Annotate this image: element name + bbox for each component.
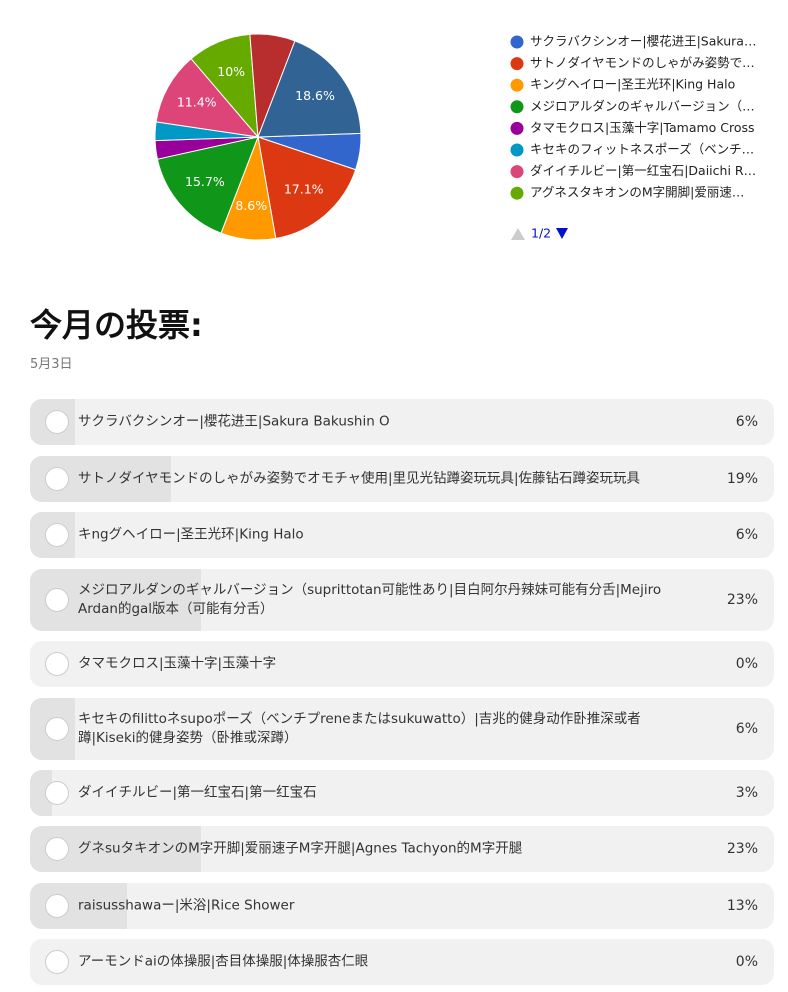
option-text: アーモンドaiの体操服|杏目体操服|体操服杏仁眼 [78, 953, 369, 970]
poll-option[interactable]: サクラバクシンオー|櫻花进王|Sakura Bakushin O 6% [30, 399, 774, 445]
poll-title: 今月の投票: [30, 306, 203, 344]
legend-swatch [510, 78, 524, 92]
poll-option[interactable]: グネsuタキオンのM字开脚|爱丽速子M字开腿|Agnes Tachyon的M字开… [30, 826, 774, 872]
legend-next[interactable] [556, 228, 568, 239]
option-text: グネsuタキオンのM字开脚|爱丽速子M字开腿|Agnes Tachyon的M字开… [78, 840, 523, 857]
radio-button[interactable] [45, 717, 69, 741]
legend-swatch [510, 186, 524, 200]
option-percent: 19% [726, 471, 758, 487]
pie-slice [257, 136, 357, 240]
legend-prev [511, 228, 525, 240]
slice-label: 18.6% [295, 88, 335, 103]
legend-swatch [510, 121, 524, 135]
legend-label: メジロアルダンのギャルバージョン（… [530, 98, 755, 113]
option-text: raisusshawaー|米浴|Rice Shower [78, 897, 295, 914]
result-bar [30, 770, 53, 816]
legend-swatch [510, 165, 524, 179]
legend-swatch [510, 57, 524, 71]
option-percent: 23% [726, 841, 758, 857]
legend-label: ダイイチルビー|第一红宝石|Daiichi R… [530, 163, 756, 178]
option-percent: 0% [735, 954, 758, 970]
legend-label: アグネスタキオンのM字開脚|爱丽速… [530, 185, 744, 200]
legend-label: サトノダイヤモンドのしゃがみ姿勢で… [530, 55, 755, 70]
option-text: メジロアルダンのギャルバージョン（suprittotan可能性あり|目白阿尔丹辣… [78, 582, 662, 617]
option-percent: 3% [735, 785, 758, 801]
radio-button[interactable] [45, 467, 69, 491]
option-text: キngグヘイロー|圣王光环|King Halo [78, 526, 304, 543]
slice-label: 15.7% [185, 174, 225, 189]
slice-label: 10% [217, 64, 245, 79]
pie-chart: 17.1% 8.6% 15.7% 11.4% 10% 18.6% サクラバクシンオー|櫻花进… [154, 34, 756, 241]
radio-button[interactable] [45, 523, 69, 547]
poll-option[interactable]: タマモクロス|玉藻十字|玉藻十字 0% [30, 641, 774, 687]
radio-button[interactable] [45, 652, 69, 676]
poll-option[interactable]: アーモンドaiの体操服|杏目体操服|体操服杏仁眼 0% [30, 939, 774, 985]
radio-button[interactable] [45, 410, 69, 434]
legend-swatch [510, 35, 524, 49]
option-text: ダイイチルビー|第一红宝石|第一红宝石 [78, 784, 317, 801]
slice-label: 17.1% [284, 182, 324, 197]
slice-label: 8.6% [235, 198, 267, 213]
legend-label: タマモクロス|玉藻十字|Tamamo Cross [530, 120, 755, 135]
poll-option[interactable]: メジロアルダンのギャルバージョン（suprittotan可能性あり|目白阿尔丹辣… [30, 569, 774, 631]
legend-label: キングヘイロー|圣王光环|King Halo [530, 77, 735, 92]
radio-button[interactable] [45, 837, 69, 861]
option-percent: 13% [726, 898, 758, 914]
poll-option[interactable]: キngグヘイロー|圣王光环|King Halo 6% [30, 512, 774, 558]
radio-button[interactable] [45, 781, 69, 805]
option-text: サクラバクシンオー|櫻花进王|Sakura Bakushin O [78, 413, 390, 430]
poll-option[interactable]: ダイイチルビー|第一红宝石|第一红宝石 3% [30, 770, 774, 816]
legend-swatch [510, 100, 524, 114]
radio-button[interactable] [45, 894, 69, 918]
legend-page: 1/2 [531, 226, 551, 241]
option-percent: 6% [735, 721, 758, 737]
pie-slice [257, 40, 362, 138]
slice-label: 11.4% [177, 95, 217, 110]
poll-date: 5月3日 [30, 357, 73, 372]
poll-option[interactable]: キセキのfilittoネsupoポーズ（ベンチプreneまたはsukuwatto… [30, 698, 774, 760]
pie-slice [156, 136, 259, 234]
poll-option[interactable]: raisusshawaー|米浴|Rice Shower 13% [30, 883, 774, 929]
legend-label: サクラバクシンオー|櫻花进王|Sakura… [530, 34, 756, 49]
legend-swatch [510, 143, 524, 157]
option-percent: 6% [735, 414, 758, 430]
option-text: タマモクロス|玉藻十字|玉藻十字 [78, 655, 277, 672]
option-percent: 0% [735, 656, 758, 672]
option-percent: 6% [735, 527, 758, 543]
option-text: サトノダイヤモンドのしゃがみ姿勢でオモチャ使用|里见光钻蹲姿玩玩具|佐藤钻石蹲姿… [78, 470, 641, 487]
legend-label: キセキのフィットネスポーズ（ベンチ… [530, 142, 754, 157]
radio-button[interactable] [45, 950, 69, 974]
pie-slice [155, 57, 260, 138]
option-text: キセキのfilittoネsupoポーズ（ベンチプreneまたはsukuwatto… [78, 711, 641, 746]
option-percent: 23% [726, 592, 758, 608]
radio-button[interactable] [45, 588, 69, 612]
poll-option[interactable]: サトノダイヤモンドのしゃがみ姿勢でオモチャ使用|里见光钻蹲姿玩玩具|佐藤钻石蹲姿… [30, 456, 774, 502]
